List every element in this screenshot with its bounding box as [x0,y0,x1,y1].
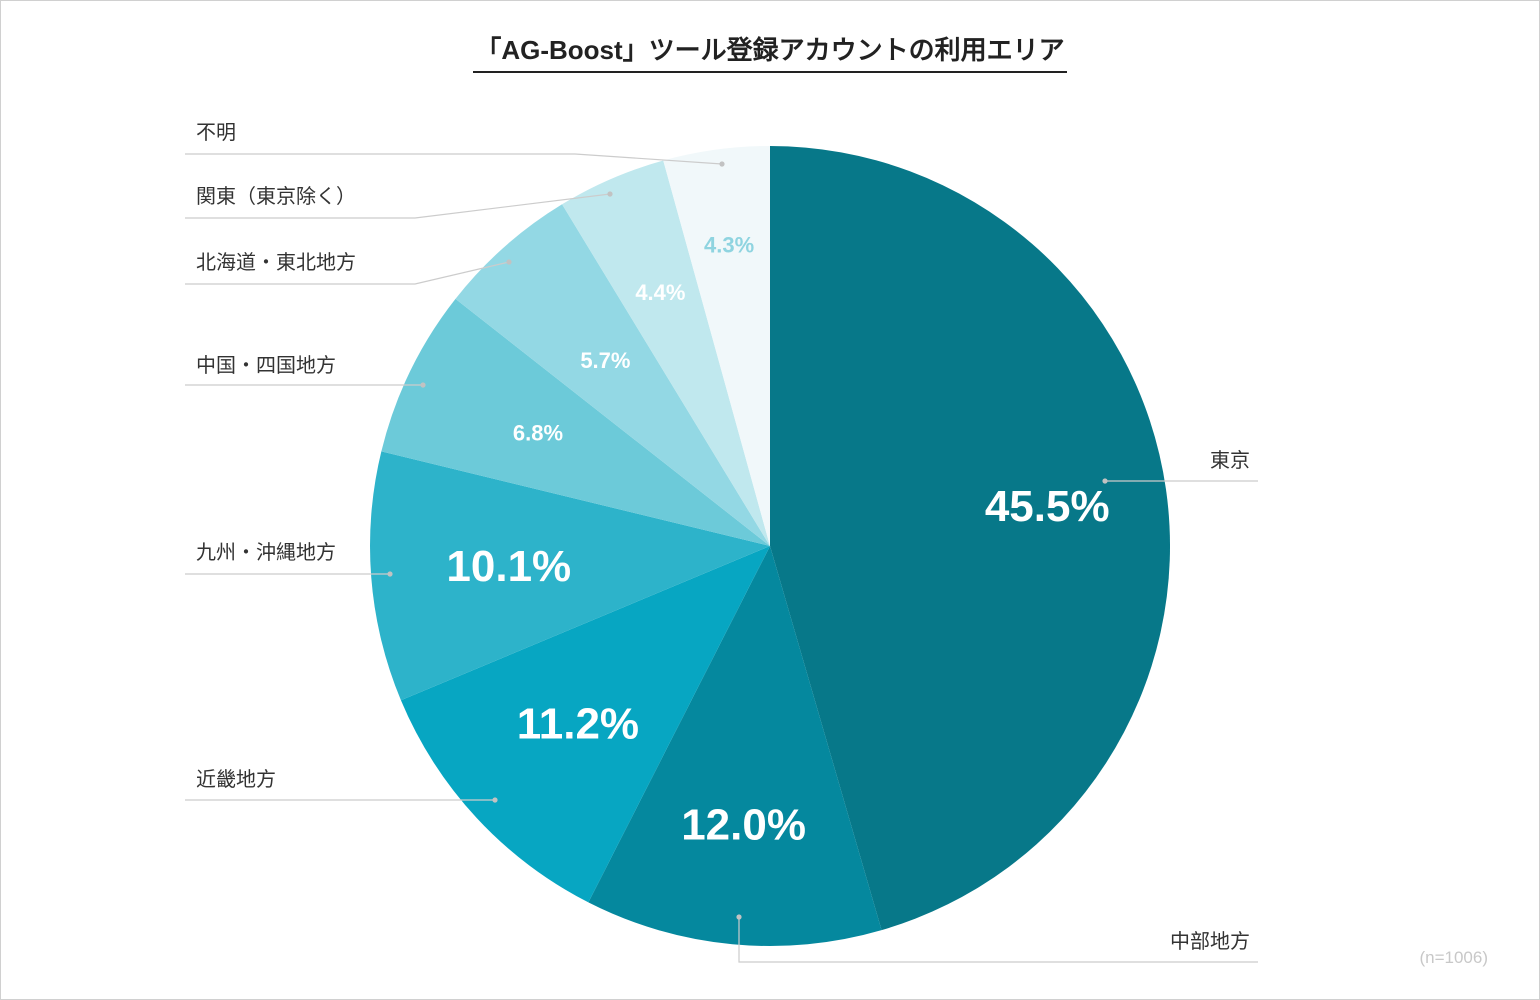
category-label-1: 東京 [1210,449,1250,472]
pie-slice-8 [663,146,770,546]
value-label-6: 5.7% [580,348,630,373]
callout-dot-7 [607,191,613,197]
value-label-7: 4.4% [635,280,685,305]
pie-slice-5 [381,298,770,546]
value-label-4: 10.1% [446,542,571,591]
value-label-3: 11.2% [517,700,639,749]
pie-slices [370,146,1171,947]
category-label-2: 中部地方 [1170,930,1250,953]
category-label-4: 九州・沖縄地方 [196,541,336,564]
callout-line-6 [185,261,510,285]
sample-size-note: (n=1006) [1419,948,1488,967]
value-label-1: 45.5% [985,482,1110,531]
value-label-5: 6.8% [513,421,563,446]
callout-dot-1 [1102,478,1108,484]
callout-line-8 [185,153,723,165]
callout-dot-5 [420,382,426,388]
category-label-7: 関東（東京除く） [196,185,356,208]
chart-title-text: 「AG-Boost」ツール登録アカウントの利用エリア [473,30,1067,73]
chart-title: 「AG-Boost」ツール登録アカウントの利用エリア [0,30,1540,73]
category-label-3: 近畿地方 [196,768,276,791]
category-label-8: 不明 [196,122,236,144]
pie-slice-2 [588,546,882,947]
callout-dot-3 [492,797,498,803]
pie-slice-3 [400,546,770,903]
pie-slice-4 [370,451,770,701]
pie-slice-1 [770,146,1171,931]
pie-slice-6 [455,204,770,547]
callout-line-2 [738,917,1258,963]
callout-dot-8 [719,161,725,167]
category-label-6: 北海道・東北地方 [196,251,356,274]
value-label-2: 12.0% [681,800,806,849]
value-labels: 45.5% 12.0% 11.2% 10.1% 6.8% 5.7% 4.4% 4.3% [446,232,1109,849]
value-label-8: 4.3% [704,232,754,257]
callout-dot-4 [387,571,393,577]
callout-line-7 [185,193,611,219]
callout-dot-6 [506,259,512,265]
callout-dot-2 [736,914,742,920]
category-label-5: 中国・四国地方 [196,354,336,377]
pie-slice-7 [562,160,770,546]
